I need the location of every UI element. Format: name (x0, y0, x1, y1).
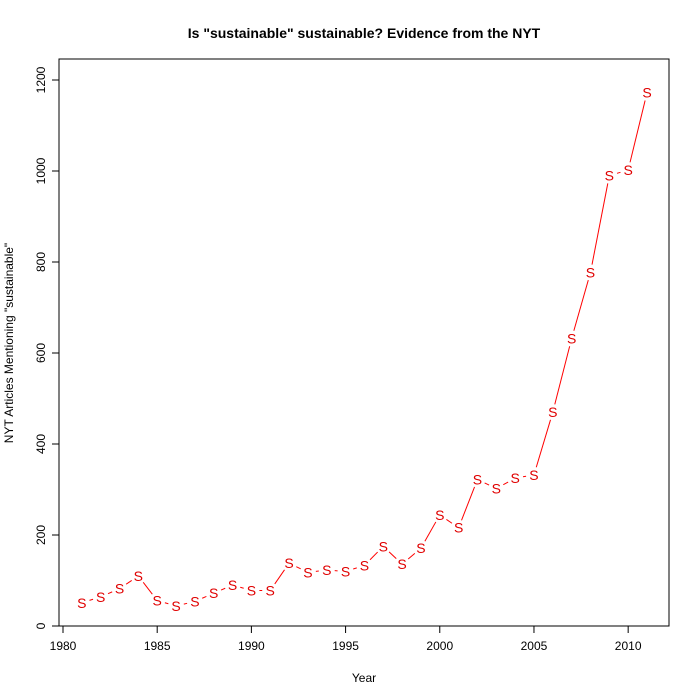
x-tick-label: 1985 (144, 639, 171, 653)
x-tick-label: 2005 (521, 639, 548, 653)
series-line-segment (107, 591, 113, 595)
x-tick-label: 1995 (332, 639, 359, 653)
series-line-segment (89, 598, 94, 601)
data-point-marker: S (473, 471, 482, 487)
series-line-segment (220, 587, 226, 591)
data-point-marker: S (247, 583, 256, 599)
data-point-marker: S (115, 581, 124, 597)
data-point-marker: S (642, 85, 651, 101)
series-line-segment (554, 346, 571, 405)
series-line-segment (446, 519, 453, 524)
y-tick-label: 1000 (34, 157, 48, 184)
series-line-segment (424, 521, 437, 542)
y-tick-label: 800 (34, 252, 48, 272)
data-point-marker: S (284, 555, 293, 571)
series-line-segment (535, 419, 551, 468)
series-line-segment (274, 569, 285, 585)
data-point-marker: S (96, 589, 105, 605)
x-axis: 1980 1985 1990 1995 2000 2005 2010 (50, 625, 642, 653)
data-point-marker: S (416, 540, 425, 556)
y-axis: 0 200 400 600 800 1000 1200 (34, 66, 60, 629)
series-line-segment (296, 566, 301, 570)
data-point-marker: S (322, 562, 331, 578)
series-line-segment (369, 551, 378, 561)
series-line-segment (202, 595, 207, 599)
data-point-marker: S (397, 556, 406, 572)
x-tick-label: 2010 (615, 639, 642, 653)
data-point-marker: S (623, 162, 632, 178)
series-line-segment (164, 602, 169, 605)
y-tick-label: 0 (34, 622, 48, 629)
series-line-segment (240, 586, 244, 589)
x-tick-label: 2000 (426, 639, 453, 653)
x-axis-label: Year (352, 671, 376, 685)
data-point-marker: S (492, 481, 501, 497)
series-line-segment (142, 581, 153, 595)
y-axis-label: NYT Articles Mentioning "sustainable" (2, 243, 16, 443)
series-line-segment (461, 486, 476, 521)
series-line-segment (388, 551, 397, 559)
data-point-marker: S (341, 563, 350, 579)
series-line-segment (573, 280, 589, 331)
series-line-segment (183, 602, 188, 605)
x-tick-label: 1990 (238, 639, 265, 653)
series-line-segment (353, 567, 357, 570)
data-point-marker: S (153, 593, 162, 609)
data-point-marker: S (454, 520, 463, 536)
series-line-segment (522, 475, 527, 478)
y-tick-label: 1200 (34, 66, 48, 93)
data-point-marker: S (228, 577, 237, 593)
plot-area-border (58, 58, 670, 627)
data-point-marker: S (209, 585, 218, 601)
series-line-segment (125, 580, 133, 585)
series-line-segment (484, 482, 490, 486)
data-point-marker: S (605, 168, 614, 184)
data-point-marker: S (303, 564, 312, 580)
data-point-marker: S (266, 583, 275, 599)
y-tick-label: 600 (34, 343, 48, 363)
series-line-segment (629, 100, 646, 163)
data-point-marker: S (134, 568, 143, 584)
data-point-marker: S (379, 538, 388, 554)
y-tick-label: 200 (34, 525, 48, 545)
x-tick-label: 1980 (50, 639, 77, 653)
series-line-segment (616, 171, 621, 174)
data-point-marker: S (529, 467, 538, 483)
series-line-segment (407, 552, 416, 560)
data-point-marker: S (171, 598, 180, 614)
data-point-marker: S (360, 557, 369, 573)
data-point-marker: S (435, 507, 444, 523)
series-line-segment (503, 481, 509, 486)
data-point-marker: S (567, 330, 576, 346)
data-point-marker: S (548, 404, 557, 420)
chart-title: Is "sustainable" sustainable? Evidence f… (188, 25, 541, 41)
data-point-marker: S (510, 470, 519, 486)
series-line-segment (591, 183, 609, 265)
data-point-marker: S (586, 264, 595, 280)
data-point-marker: S (190, 593, 199, 609)
data-point-marker: S (77, 595, 86, 611)
y-tick-label: 400 (34, 434, 48, 454)
